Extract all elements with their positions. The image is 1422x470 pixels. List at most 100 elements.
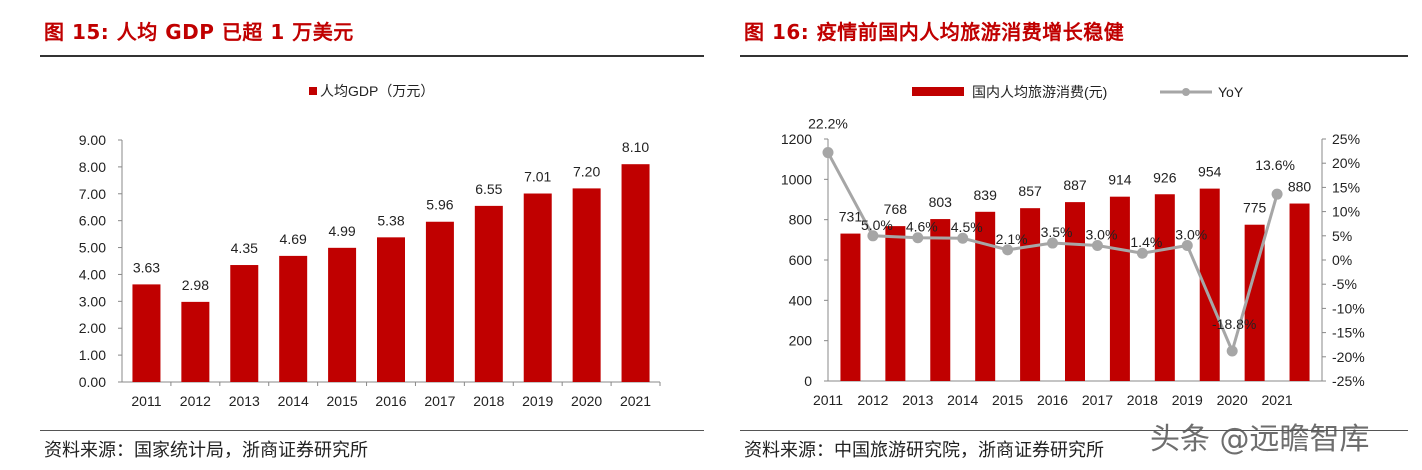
top-rule [40,55,704,57]
y-tick-label: 2.00 [79,320,106,336]
bar-value-label: 5.96 [426,197,453,213]
yoy-value-label: 22.2% [808,116,848,132]
figure-15-title: 图 15: 人均 GDP 已超 1 万美元 [44,20,354,44]
tourism-spend-bar [1065,202,1085,381]
gdp-bar [181,301,210,382]
bar-value-label: 880 [1288,179,1312,195]
figure-15-source: 资料来源：国家统计局，浙商证券研究所 [44,440,368,461]
y-left-tick-label: 600 [789,252,813,268]
y-right-tick-label: 0% [1332,252,1352,268]
x-tick-label: 2019 [522,393,553,409]
y-right-tick-label: -10% [1332,300,1365,316]
yoy-value-label: 5.0% [861,217,893,233]
yoy-value-label: 3.0% [1085,226,1117,242]
y-left-tick-label: 1200 [781,131,812,147]
top-rule [740,55,1408,57]
y-right-tick-label: -20% [1332,349,1365,365]
x-tick-label: 2014 [278,393,309,409]
gdp-bar [230,265,259,382]
yoy-marker [822,147,834,159]
y-tick-label: 8.00 [79,159,106,175]
y-right-tick-label: 10% [1332,204,1360,220]
x-tick-label: 2016 [375,393,406,409]
yoy-marker [1091,239,1103,251]
yoy-marker [1271,188,1283,200]
y-tick-label: 5.00 [79,240,106,256]
legend-line-marker [1182,88,1190,96]
y-left-tick-label: 200 [789,333,813,349]
yoy-value-label: -18.8% [1212,316,1256,332]
figure-16-panel: 图 16: 疫情前国内人均旅游消费增长稳健 国内人均旅游消费(元) YoY 0 200… [740,0,1408,470]
x-tick-label: 2016 [1037,392,1068,408]
bar-value-label: 954 [1198,164,1222,180]
yoy-value-label: 3.0% [1175,226,1207,242]
x-tick-label: 2017 [1082,392,1113,408]
gdp-bar [377,237,405,382]
x-tick-label: 2021 [620,393,651,409]
y-right-tick-label: -25% [1332,373,1365,389]
yoy-value-label: 2.1% [996,231,1028,247]
y-tick-label: 0.00 [79,374,106,390]
bar-value-label: 857 [1018,183,1042,199]
y-right-tick-label: -5% [1332,276,1357,292]
tourism-spend-bar [1109,196,1130,381]
y-tick-label: 4.00 [79,266,106,282]
bottom-rule [40,430,704,431]
bar-value-label: 7.20 [573,163,600,179]
y-left-tick-label: 800 [789,212,813,228]
yoy-value-label: 13.6% [1255,157,1295,173]
tourism-spend-bar [1154,194,1175,381]
x-tick-label: 2018 [1127,392,1158,408]
yoy-marker [1181,239,1193,251]
y-right-tick-label: -15% [1332,325,1365,341]
figure-16-title: 图 16: 疫情前国内人均旅游消费增长稳健 [744,20,1125,44]
tourism-spend-bar [1244,224,1265,381]
bar-value-label: 926 [1153,169,1177,185]
bar-value-label: 887 [1063,177,1087,193]
tourism-spend-bar [1199,188,1220,381]
bar-value-label: 914 [1108,172,1132,188]
legend-swatch [309,87,317,95]
yoy-marker [1226,345,1238,357]
yoy-value-label: 3.5% [1041,224,1073,240]
bar-value-label: 2.98 [182,277,209,293]
x-tick-label: 2015 [327,393,358,409]
x-tick-label: 2015 [992,392,1023,408]
y-tick-label: 3.00 [79,293,106,309]
bar-value-label: 768 [884,201,908,217]
y-tick-label: 9.00 [79,132,106,148]
y-left-tick-label: 400 [789,292,813,308]
bar-value-label: 7.01 [524,169,551,185]
legend-bar-label: 国内人均旅游消费(元) [972,84,1107,100]
watermark-text: 头条 @远瞻智库 [1150,422,1370,457]
bar-value-label: 839 [974,187,998,203]
yoy-value-label: 4.5% [951,219,983,235]
y-tick-label: 6.00 [79,213,106,229]
legend-line-label: YoY [1218,84,1244,100]
x-tick-label: 2018 [473,393,504,409]
yoy-marker [1002,244,1014,256]
y-left-tick-label: 0 [804,373,812,389]
x-tick-label: 2011 [813,392,843,408]
x-tick-label: 2011 [131,393,161,409]
legend-label: 人均GDP（万元） [320,83,434,99]
yoy-marker [957,232,969,244]
bar-value-label: 731 [839,209,863,225]
figure-16-source: 资料来源：中国旅游研究院，浙商证券研究所 [744,440,1104,461]
x-tick-label: 2012 [180,393,211,409]
bar-value-label: 6.55 [475,181,502,197]
y-left-tick-label: 1000 [781,171,812,187]
x-tick-label: 2019 [1172,392,1203,408]
gdp-bar [132,284,161,382]
tourism-spend-bar [840,233,861,381]
y-right-tick-label: 15% [1332,179,1360,195]
gdp-bar [621,164,650,382]
x-tick-label: 2021 [1262,392,1293,408]
bar-value-label: 775 [1243,200,1267,216]
x-tick-label: 2020 [571,393,602,409]
bar-value-label: 3.63 [133,259,160,275]
yoy-value-label: 4.6% [906,219,938,235]
bottom-rule [740,430,1408,431]
tourism-spend-bar [1020,208,1041,381]
tourism-spend-bar [885,226,906,381]
